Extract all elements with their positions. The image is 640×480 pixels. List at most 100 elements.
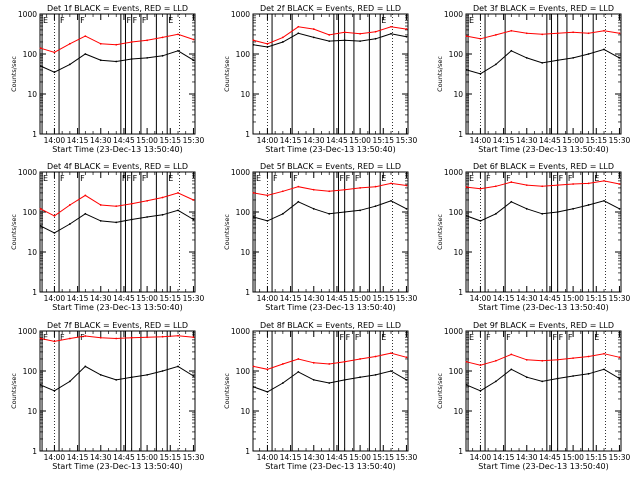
series-point — [161, 370, 164, 372]
series-point — [53, 51, 56, 54]
x-tick-label: 15:30 — [609, 294, 631, 303]
flag-label: E — [469, 333, 474, 342]
series-point — [359, 40, 362, 43]
series-point — [328, 212, 331, 215]
series-point — [556, 32, 559, 35]
series-point — [494, 63, 497, 66]
y-axis-label: Counts/sec — [10, 373, 18, 409]
plot-frame — [465, 171, 622, 293]
series-point — [130, 336, 133, 339]
chart-panel-4: Det 4f BLACK = Events, RED = LLD 1 10 100 10… — [10, 162, 204, 312]
x-tick-label: 14:15 — [280, 294, 302, 303]
series-point — [328, 382, 331, 384]
flag-label: F — [552, 174, 557, 183]
flag-label: E — [43, 333, 48, 342]
series-point — [297, 32, 300, 35]
series-point — [177, 365, 179, 368]
x-tick-label: 14:45 — [113, 136, 135, 145]
flag-label: F — [133, 16, 138, 25]
series-point — [479, 37, 482, 40]
flag-label: E — [168, 174, 173, 183]
series-point — [343, 211, 346, 213]
x-axis-label: Start Time (23-Dec-13 13:50:40) — [478, 303, 609, 312]
series-point — [510, 29, 513, 32]
y-tick-label: 10 — [453, 90, 463, 99]
x-axis-label: Start Time (23-Dec-13 13:50:40) — [52, 145, 183, 154]
x-tick-label: 14:00 — [44, 136, 66, 145]
series-point — [603, 199, 605, 202]
series-point — [587, 53, 590, 55]
flag-label: F — [142, 16, 147, 25]
series-point — [115, 43, 118, 46]
x-tick-label: 15:30 — [183, 136, 205, 145]
series-lld-line — [253, 182, 407, 196]
flag-label: E — [381, 174, 386, 183]
panel-title: Det 2f BLACK = Events, RED = LLD — [260, 4, 401, 13]
series-point — [84, 53, 87, 55]
series-point — [618, 32, 621, 35]
flag-label: F — [80, 174, 85, 183]
flag-label: E — [381, 16, 386, 25]
flag-label: E — [594, 333, 599, 342]
series-point — [146, 56, 149, 59]
y-tick-label: 100 — [23, 50, 38, 59]
series-point — [374, 373, 377, 376]
y-tick-label: 1000 — [231, 10, 250, 19]
series-point — [192, 375, 195, 377]
x-tick-label: 15:15 — [585, 294, 607, 303]
series-point — [510, 200, 513, 203]
series-point — [405, 28, 408, 30]
series-point — [115, 221, 118, 224]
series-point — [556, 184, 559, 187]
series-point — [390, 199, 392, 202]
series-point — [177, 192, 179, 194]
series-point — [525, 56, 528, 59]
series-point — [252, 43, 255, 46]
flag-label: F — [355, 174, 360, 183]
series-point — [603, 368, 605, 371]
plot-frame — [465, 13, 622, 135]
series-point — [312, 361, 315, 364]
series-point — [266, 46, 269, 48]
x-tick-label: 14:45 — [539, 136, 561, 145]
series-point — [556, 211, 559, 213]
series-point — [266, 194, 269, 197]
series-point — [84, 212, 87, 215]
series-point — [53, 389, 56, 392]
y-tick-label: 1000 — [444, 327, 463, 336]
series-point — [328, 40, 331, 43]
series-point — [572, 183, 575, 185]
y-axis-label: Counts/sec — [223, 373, 231, 409]
y-tick-label: 100 — [236, 367, 251, 376]
series-point — [479, 364, 482, 367]
series-point — [465, 186, 468, 188]
y-axis-label: Counts/sec — [436, 56, 444, 92]
y-tick-label: 10 — [27, 90, 37, 99]
series-point — [603, 179, 605, 182]
series-point — [494, 185, 497, 188]
series-events-line — [253, 370, 407, 393]
series-point — [266, 219, 269, 222]
series-point — [84, 35, 87, 38]
series-point — [618, 183, 621, 185]
x-tick-label: 14:30 — [90, 294, 112, 303]
x-tick-label: 15:00 — [136, 294, 158, 303]
flag-label: F — [339, 174, 344, 183]
series-point — [312, 188, 315, 191]
series-point — [192, 336, 195, 339]
x-tick-label: 15:00 — [136, 136, 158, 145]
x-tick-label: 14:00 — [257, 453, 279, 462]
series-point — [343, 39, 346, 42]
series-point — [130, 41, 133, 43]
series-point — [603, 352, 605, 355]
series-point — [510, 49, 513, 52]
series-point — [572, 56, 575, 59]
panel-title: Det 5f BLACK = Events, RED = LLD — [260, 162, 401, 171]
series-point — [556, 358, 559, 361]
series-point — [328, 363, 331, 365]
x-tick-label: 14:30 — [516, 136, 538, 145]
x-tick-label: 15:00 — [562, 136, 584, 145]
series-point — [84, 365, 87, 368]
y-tick-label: 1 — [245, 130, 250, 139]
